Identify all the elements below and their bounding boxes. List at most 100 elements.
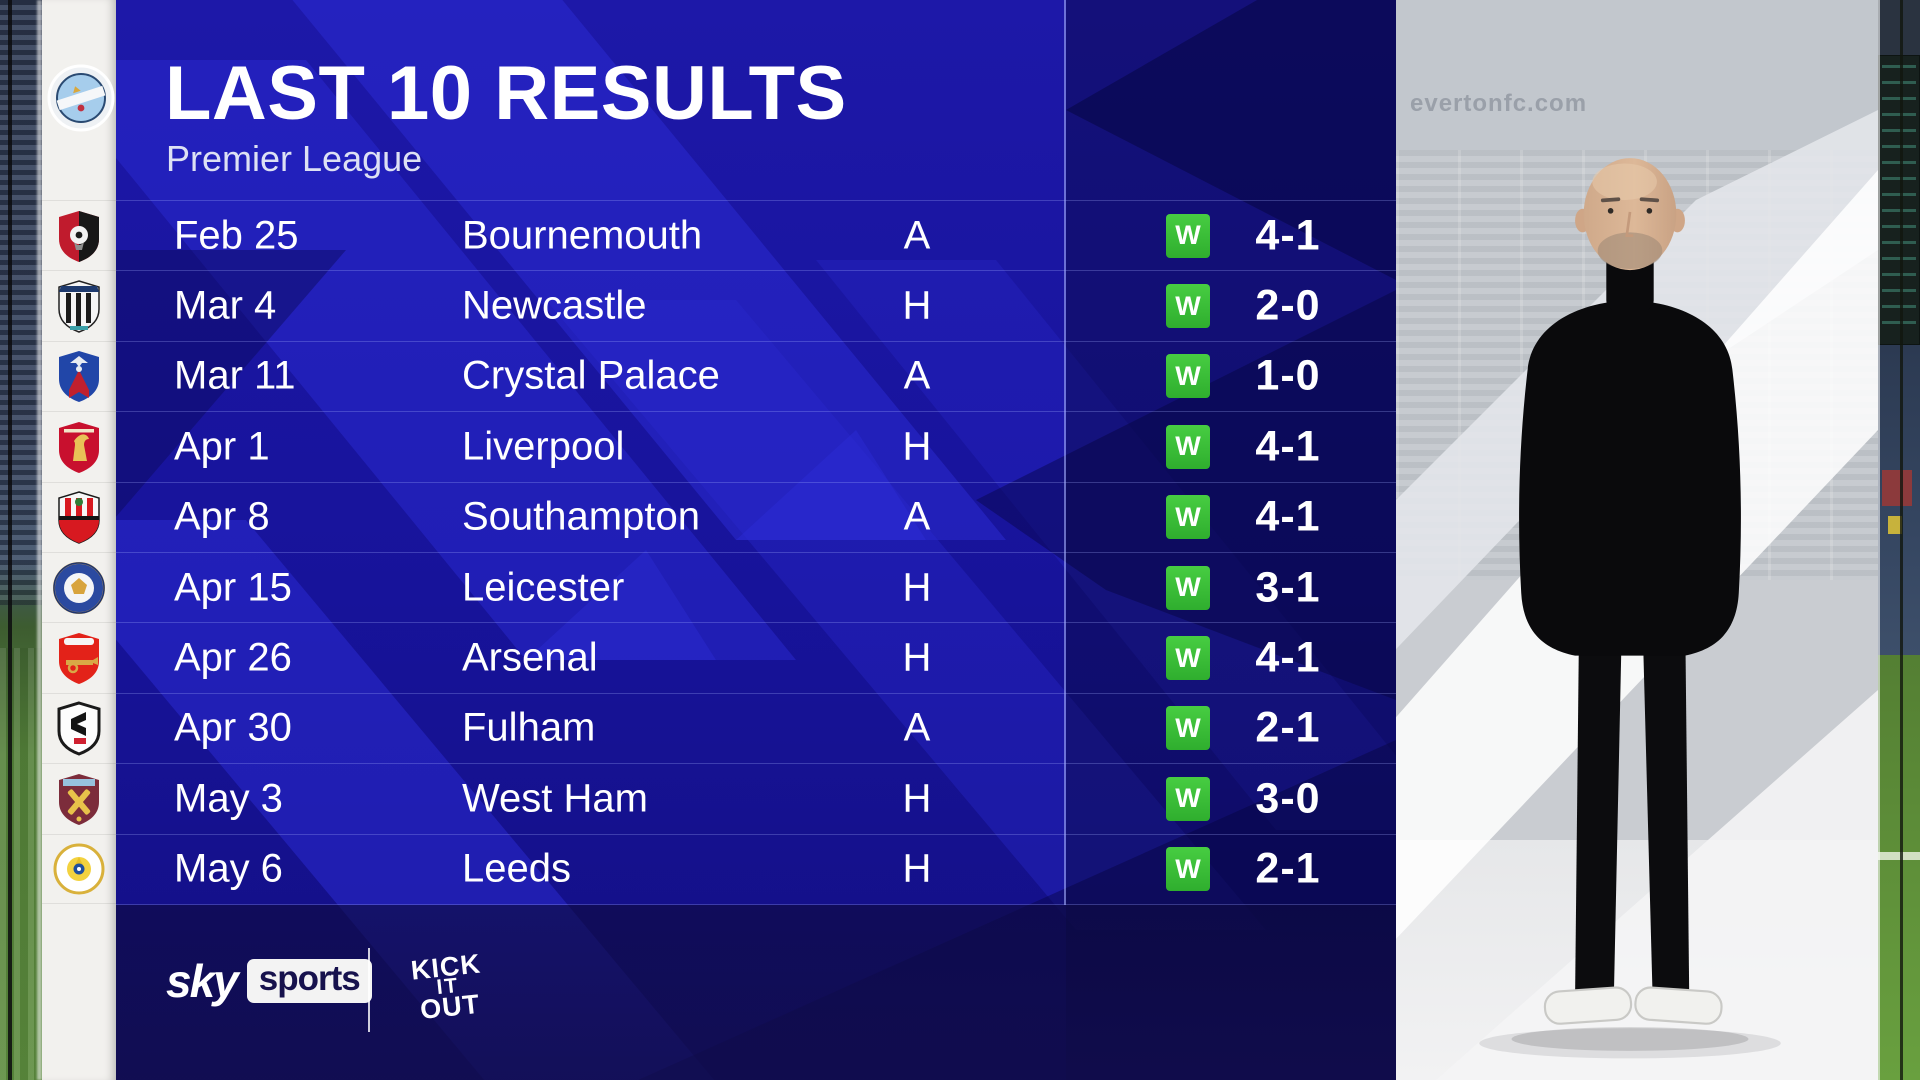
- win-badge: W: [1166, 424, 1210, 469]
- match-date: Apr 1: [174, 424, 270, 469]
- leeds-crest: [42, 833, 116, 904]
- opponent-name: Bournemouth: [462, 213, 703, 258]
- venue-indicator: A: [903, 353, 931, 398]
- match-score: 4-1: [1255, 633, 1321, 682]
- team-crest-column: [42, 0, 116, 1080]
- goalpost-line: [8, 0, 12, 1080]
- win-badge: W: [1166, 706, 1210, 751]
- arsenal-crest-icon: [59, 633, 99, 685]
- liverpool-crest: [42, 411, 116, 481]
- bournemouth-crest: [42, 200, 116, 270]
- score-subpanel-shade: [1066, 0, 1396, 1080]
- win-badge: W: [1166, 776, 1210, 821]
- results-panel: LAST 10 RESULTS Premier League Feb 25 Bo…: [116, 0, 1396, 1080]
- opponent-name: Crystal Palace: [462, 353, 720, 398]
- match-date: Feb 25: [174, 213, 299, 258]
- win-badge: W: [1166, 495, 1210, 540]
- result-row: May 6 Leeds H W 2-1: [116, 833, 1396, 904]
- win-badge: W: [1166, 636, 1210, 681]
- stadium-banner-text: evertonfc.com: [1410, 90, 1588, 117]
- venue-indicator: A: [903, 705, 931, 750]
- stadium-crowd-texture: [0, 0, 42, 605]
- match-date: May 3: [174, 776, 283, 821]
- win-badge: W: [1166, 847, 1210, 892]
- crowd-detail: [1882, 470, 1912, 506]
- panel-edge-glow: [37, 0, 42, 1080]
- match-date: Apr 15: [174, 565, 292, 610]
- fulham-crest: [42, 692, 116, 763]
- west-ham-crest-icon: [59, 773, 99, 825]
- southampton-crest: [42, 481, 116, 552]
- bournemouth-crest-icon: [59, 210, 99, 262]
- match-date: Apr 30: [174, 705, 292, 750]
- result-row: Mar 11 Crystal Palace A W 1-0: [116, 340, 1396, 411]
- venue-indicator: H: [902, 846, 932, 891]
- column-divider-line: [1064, 0, 1066, 905]
- win-badge: W: [1166, 565, 1210, 610]
- newcastle-crest-icon: [58, 280, 100, 333]
- fulham-crest-icon: [57, 701, 101, 757]
- match-score: 3-1: [1255, 563, 1321, 612]
- pitch-texture: [0, 648, 42, 1080]
- venue-indicator: H: [902, 283, 932, 328]
- kick-it-out-line: OUT: [418, 988, 482, 1025]
- competition-subtitle: Premier League: [166, 138, 423, 179]
- match-score: 4-1: [1255, 422, 1321, 471]
- opponent-name: Leicester: [462, 565, 625, 610]
- steward-detail: [1888, 516, 1902, 534]
- result-row: Apr 8 Southampton A W 4-1: [116, 481, 1396, 552]
- manager-photo-area: evertonfc.com: [1396, 0, 1878, 1080]
- result-row: Apr 30 Fulham A W 2-1: [116, 692, 1396, 763]
- result-row: Apr 1 Liverpool H W 4-1: [116, 411, 1396, 481]
- win-badge: W: [1166, 354, 1210, 399]
- venue-indicator: H: [902, 565, 932, 610]
- match-score: 2-0: [1255, 281, 1321, 330]
- win-badge: W: [1166, 284, 1210, 329]
- opponent-name: West Ham: [462, 776, 648, 821]
- leeds-crest-icon: [53, 843, 105, 895]
- match-score: 1-0: [1255, 351, 1321, 400]
- match-score: 4-1: [1255, 492, 1321, 541]
- match-date: Apr 8: [174, 494, 270, 539]
- opponent-name: Southampton: [462, 494, 700, 539]
- crystal-palace-crest-icon: [59, 351, 99, 403]
- sky-logo-word: sky: [166, 955, 239, 1007]
- match-date: Apr 26: [174, 635, 292, 680]
- logo-divider-line: [368, 948, 370, 1032]
- match-score: 4-1: [1255, 211, 1321, 260]
- venue-indicator: H: [902, 424, 932, 469]
- opponent-name: Newcastle: [462, 283, 647, 328]
- stadium-stand-fascia: [1396, 0, 1878, 150]
- opponent-name: Arsenal: [462, 635, 598, 680]
- manchester-city-crest-icon: [47, 64, 115, 132]
- match-score: 3-0: [1255, 774, 1321, 823]
- crystal-palace-crest: [42, 340, 116, 411]
- opponent-crest-list: [42, 200, 116, 904]
- venue-indicator: A: [903, 213, 931, 258]
- venue-indicator: H: [902, 635, 932, 680]
- result-row: Apr 15 Leicester H W 3-1: [116, 551, 1396, 622]
- venue-indicator: H: [902, 776, 932, 821]
- match-score: 2-1: [1255, 844, 1321, 893]
- result-row: May 3 West Ham H W 3-0: [116, 763, 1396, 833]
- pep-guardiola-photo: [1479, 158, 1781, 1059]
- match-date: Mar 11: [174, 353, 296, 398]
- west-ham-crest: [42, 763, 116, 833]
- scoreboard: [1878, 55, 1920, 345]
- arsenal-crest: [42, 622, 116, 692]
- opponent-name: Leeds: [462, 846, 571, 891]
- leicester-crest: [42, 551, 116, 622]
- goalpost-line: [1900, 0, 1903, 1080]
- scoreboard-text-lines: [1882, 65, 1916, 335]
- southampton-crest-icon: [58, 491, 100, 545]
- sports-logo-word: sports: [246, 959, 372, 1003]
- broadcast-left-sliver: [0, 0, 42, 1080]
- venue-indicator: A: [903, 494, 931, 539]
- win-badge: W: [1166, 213, 1210, 258]
- match-score: 2-1: [1255, 703, 1321, 752]
- sky-sports-logo: sky sports: [166, 958, 372, 1004]
- result-row: Mar 4 Newcastle H W 2-0: [116, 270, 1396, 340]
- pitch-line: [1878, 852, 1920, 860]
- opponent-name: Liverpool: [462, 424, 625, 469]
